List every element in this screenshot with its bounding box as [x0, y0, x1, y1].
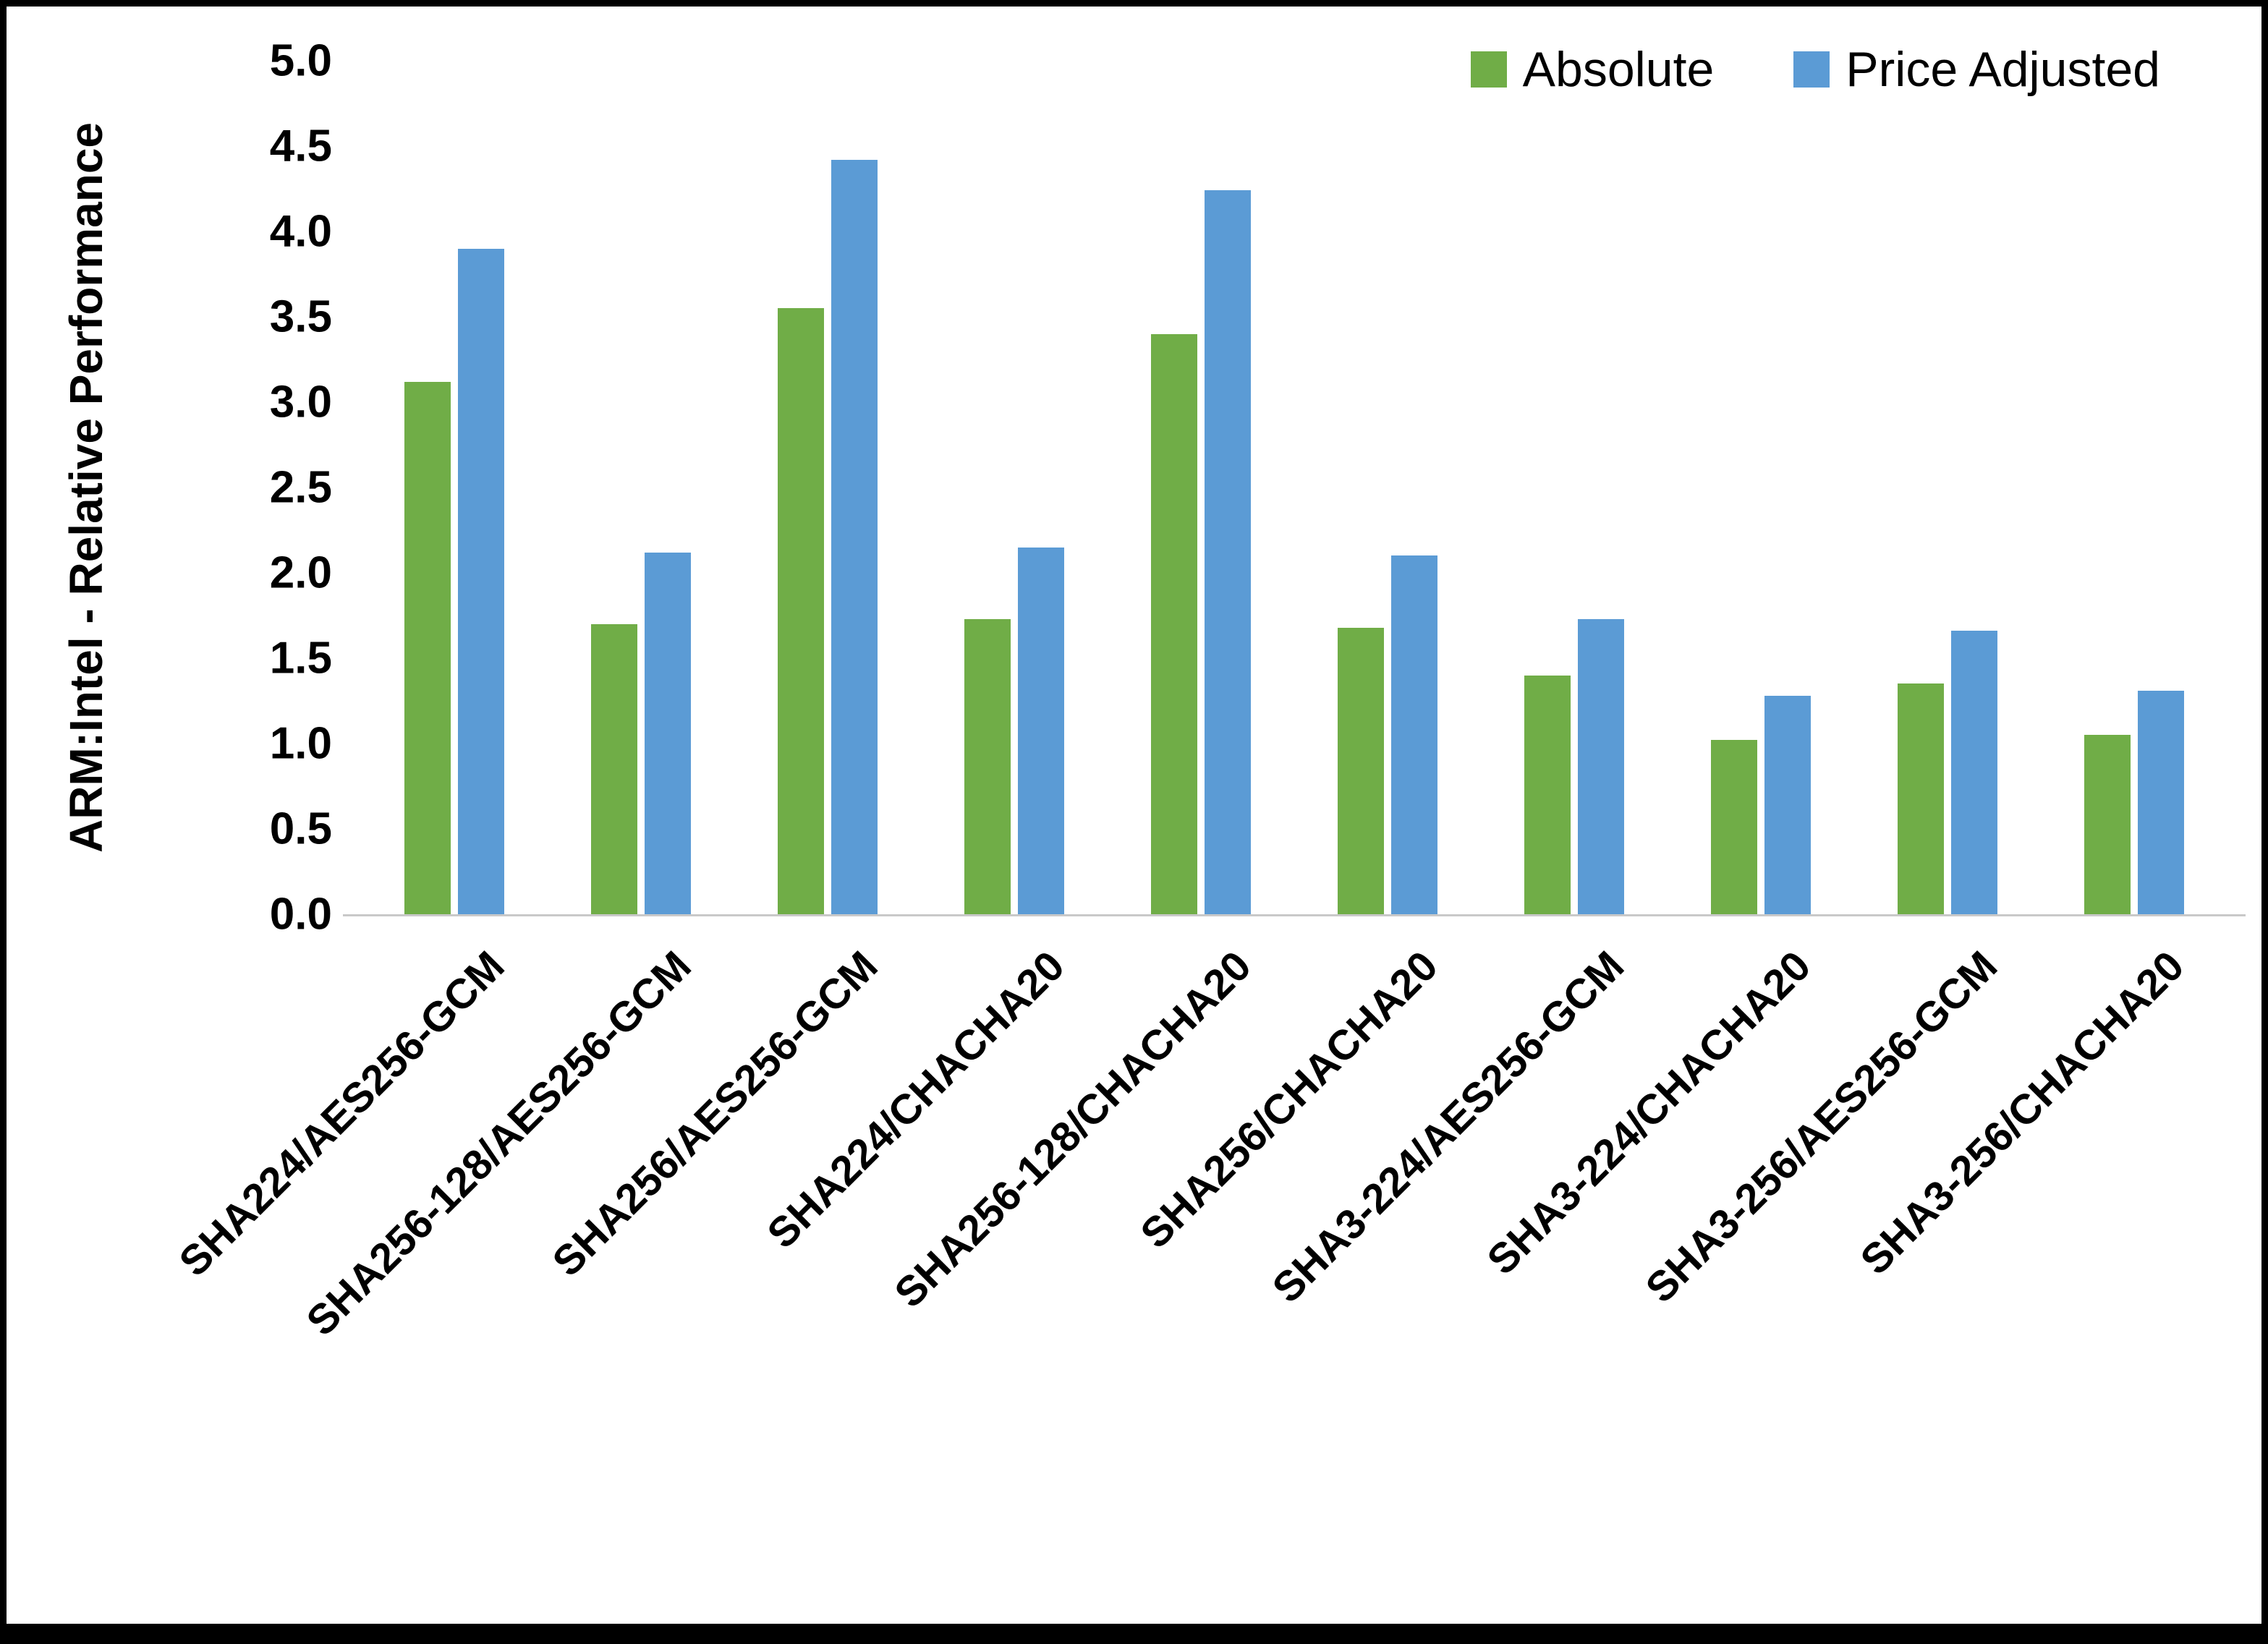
bar-absolute: [2084, 735, 2131, 914]
y-axis-tick-label: 5.0: [269, 35, 332, 86]
y-axis-tick-label: 2.0: [269, 548, 332, 598]
legend-swatch-icon: [1793, 51, 1830, 88]
x-category-label: SHA3-256/CHACHA20: [1851, 942, 2193, 1284]
legend: Absolute Price Adjusted: [1470, 41, 2160, 98]
bar-price-adjusted: [1951, 631, 1997, 914]
bar-absolute: [1898, 683, 1944, 914]
legend-swatch-icon: [1470, 51, 1507, 88]
legend-label: Price Adjusted: [1846, 42, 2160, 97]
x-category-label: SHA3-224/CHACHA20: [1478, 942, 1820, 1284]
x-category-label: SHA256-128/AES256-GCM: [297, 942, 700, 1345]
bar-price-adjusted: [1578, 618, 1624, 914]
x-category-label: SHA224/AES256-GCM: [170, 942, 514, 1286]
bar-absolute: [1711, 740, 1757, 914]
bar-absolute: [964, 618, 1011, 914]
x-category-label: SHA256-128/CHACHA20: [885, 942, 1260, 1317]
y-axis-tick-label: 0.0: [269, 889, 332, 940]
y-axis-tick-label: 1.0: [269, 718, 332, 769]
bar-price-adjusted: [831, 159, 878, 914]
y-axis-tick-label: 4.0: [269, 206, 332, 257]
bar-price-adjusted: [1391, 555, 1437, 914]
bar-absolute: [1338, 627, 1384, 914]
bar-price-adjusted: [645, 552, 691, 914]
y-axis-tick-label: 2.5: [269, 462, 332, 513]
legend-item-price-adjusted: Price Adjusted: [1793, 41, 2160, 98]
legend-label: Absolute: [1522, 42, 1715, 97]
y-axis-tick-label: 3.0: [269, 377, 332, 427]
y-axis-title: ARM:Intel - Relative Performance: [60, 122, 112, 853]
bar-price-adjusted: [1764, 695, 1811, 914]
y-axis-tick-label: 0.5: [269, 804, 332, 854]
bar-absolute: [404, 381, 451, 914]
bar-price-adjusted: [1205, 190, 1251, 914]
y-axis-tick-label: 3.5: [269, 291, 332, 342]
bar-price-adjusted: [458, 248, 504, 914]
x-category-label: SHA3-256/AES256-GCM: [1636, 942, 2007, 1312]
bar-absolute: [778, 308, 824, 914]
y-axis-tick-label: 1.5: [269, 633, 332, 683]
bar-absolute: [1524, 675, 1571, 914]
bar-price-adjusted: [2138, 690, 2184, 914]
x-category-label: SHA256/AES256-GCM: [543, 942, 887, 1286]
bar-absolute: [591, 623, 637, 914]
x-category-label: SHA3-224/AES256-GCM: [1263, 942, 1634, 1312]
bar-absolute: [1151, 333, 1197, 914]
x-axis-line: [343, 914, 2246, 916]
y-axis-tick-label: 4.5: [269, 121, 332, 171]
bar-price-adjusted: [1018, 547, 1064, 914]
legend-item-absolute: Absolute: [1470, 41, 1715, 98]
